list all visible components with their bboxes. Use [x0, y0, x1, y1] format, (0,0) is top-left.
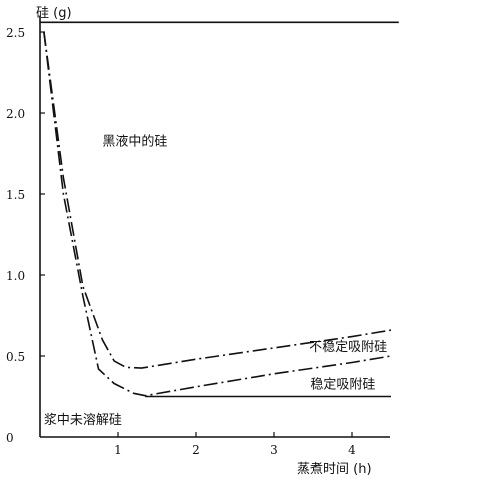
y-tick-label: 2.0 [6, 107, 25, 121]
y-axis-label: 硅 (g) [36, 6, 72, 21]
x-tick-label: 4 [348, 443, 356, 457]
series-line-2 [43, 31, 392, 397]
ticks-layer: 0 0.5 1.0 1.5 2.0 2.5 1 2 3 4 [6, 26, 356, 457]
annotation-label: 不稳定吸附硅 [309, 339, 387, 355]
axes-layer [39, 16, 390, 438]
series-layer [40, 21, 399, 398]
x-tick-label: 2 [192, 443, 200, 457]
y-tick-label: 2.5 [6, 26, 25, 40]
x-tick-label: 3 [270, 443, 278, 457]
series-line-1 [43, 31, 392, 369]
y-tick-label: 0.5 [6, 350, 25, 364]
x-tick-label: 1 [114, 443, 122, 457]
annotation-label: 黑液中的硅 [102, 133, 167, 149]
annotation-label: 浆中未溶解硅 [44, 413, 122, 428]
x-axis-label: 蒸煮时间 (h) [297, 462, 372, 477]
labels-layer: 硅 (g) 蒸煮时间 (h) [36, 6, 372, 477]
annotation-label: 稳定吸附硅 [310, 376, 375, 392]
y-tick-label: 0 [6, 431, 14, 445]
y-tick-label: 1.5 [6, 188, 25, 202]
y-tick-label: 1.0 [6, 269, 25, 283]
